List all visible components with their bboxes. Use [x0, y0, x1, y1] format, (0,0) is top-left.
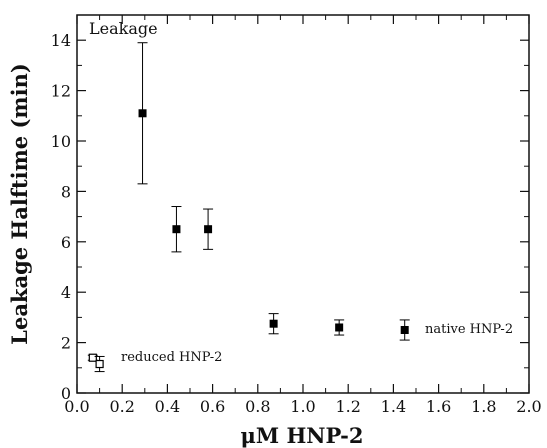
reduced-point	[95, 359, 104, 369]
x-tick-label: 1.0	[290, 397, 315, 416]
x-axis-title: μM HNP-2	[241, 423, 364, 448]
y-tick-label: 4	[61, 283, 71, 302]
axis-ticks	[76, 14, 530, 394]
x-tick-label: 2.0	[516, 397, 541, 416]
axis-tick-labels: 0.0 0.2 0.4 0.6 0.8 1.0 1.2 1.4 1.6 1.8 2.0 0 2 4 6 8 10…	[51, 31, 542, 416]
series-label-native: native HNP-2	[425, 322, 513, 337]
native-point	[335, 323, 344, 332]
y-tick-label: 8	[61, 182, 71, 201]
x-tick-label: 0.8	[245, 397, 270, 416]
x-tick-label: 1.4	[381, 397, 406, 416]
native-point	[400, 326, 409, 334]
panel-label: Leakage	[89, 19, 158, 38]
y-tick-label: 14	[51, 31, 71, 50]
x-tick-label: 1.8	[471, 397, 496, 416]
x-tick-label: 0.6	[200, 397, 225, 416]
native-point	[204, 225, 213, 234]
x-tick-label: 0.4	[155, 397, 180, 416]
y-tick-label: 2	[61, 334, 71, 353]
series-label-reduced: reduced HNP-2	[121, 350, 222, 365]
y-tick-label: 6	[61, 233, 71, 252]
y-axis-title: Leakage Halftime (min)	[7, 63, 32, 345]
x-tick-label: 1.6	[426, 397, 451, 416]
x-tick-label: 0.0	[64, 397, 89, 416]
native-point	[172, 225, 181, 234]
x-tick-label: 0.2	[109, 397, 134, 416]
y-tick-label: 12	[51, 82, 71, 101]
native-point	[269, 319, 278, 328]
reduced-point	[88, 353, 97, 362]
data-marks	[87, 42, 410, 373]
y-tick-label: 10	[51, 132, 71, 151]
native-point	[138, 109, 147, 118]
x-tick-label: 1.2	[335, 397, 360, 416]
y-tick-label: 0	[61, 384, 71, 403]
